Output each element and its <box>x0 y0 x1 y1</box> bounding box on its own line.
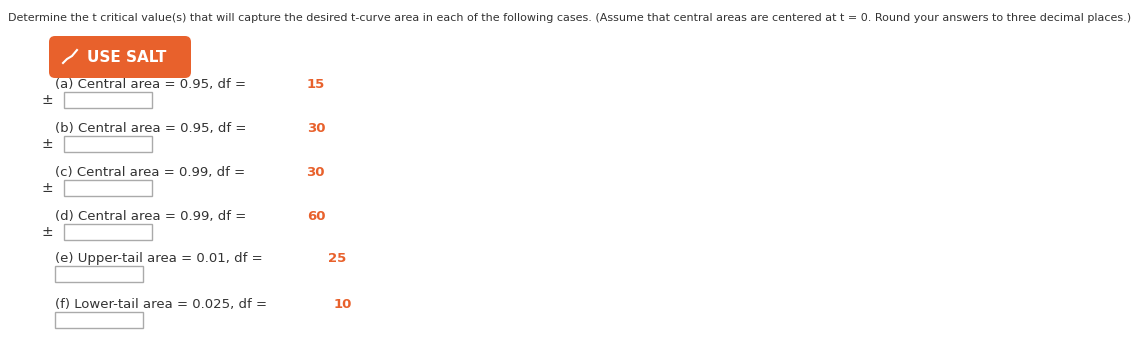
Text: 30: 30 <box>307 122 325 135</box>
Text: 15: 15 <box>307 78 325 91</box>
Text: (d) Central area = 0.99, df =: (d) Central area = 0.99, df = <box>55 210 250 223</box>
Bar <box>55 266 143 282</box>
Text: (f) Lower-tail area = 0.025, df =: (f) Lower-tail area = 0.025, df = <box>55 298 271 311</box>
Bar <box>64 224 152 240</box>
Text: ±: ± <box>41 93 53 107</box>
Bar <box>64 180 152 196</box>
Bar <box>64 92 152 108</box>
Text: ±: ± <box>41 181 53 195</box>
FancyBboxPatch shape <box>49 36 191 78</box>
Text: Determine the t critical value(s) that will capture the desired t-curve area in : Determine the t critical value(s) that w… <box>8 13 1131 23</box>
Text: (b) Central area = 0.95, df =: (b) Central area = 0.95, df = <box>55 122 250 135</box>
Text: (e) Upper-tail area = 0.01, df =: (e) Upper-tail area = 0.01, df = <box>55 252 267 265</box>
Text: (c) Central area = 0.99, df =: (c) Central area = 0.99, df = <box>55 166 249 179</box>
Text: ±: ± <box>41 137 53 151</box>
Bar <box>55 312 143 328</box>
Text: 30: 30 <box>306 166 324 179</box>
Text: 25: 25 <box>329 252 347 265</box>
Text: USE SALT: USE SALT <box>86 50 166 65</box>
Text: (a) Central area = 0.95, df =: (a) Central area = 0.95, df = <box>55 78 250 91</box>
Text: ±: ± <box>41 225 53 239</box>
Text: 10: 10 <box>335 298 353 311</box>
Text: 60: 60 <box>307 210 325 223</box>
Bar <box>64 136 152 152</box>
